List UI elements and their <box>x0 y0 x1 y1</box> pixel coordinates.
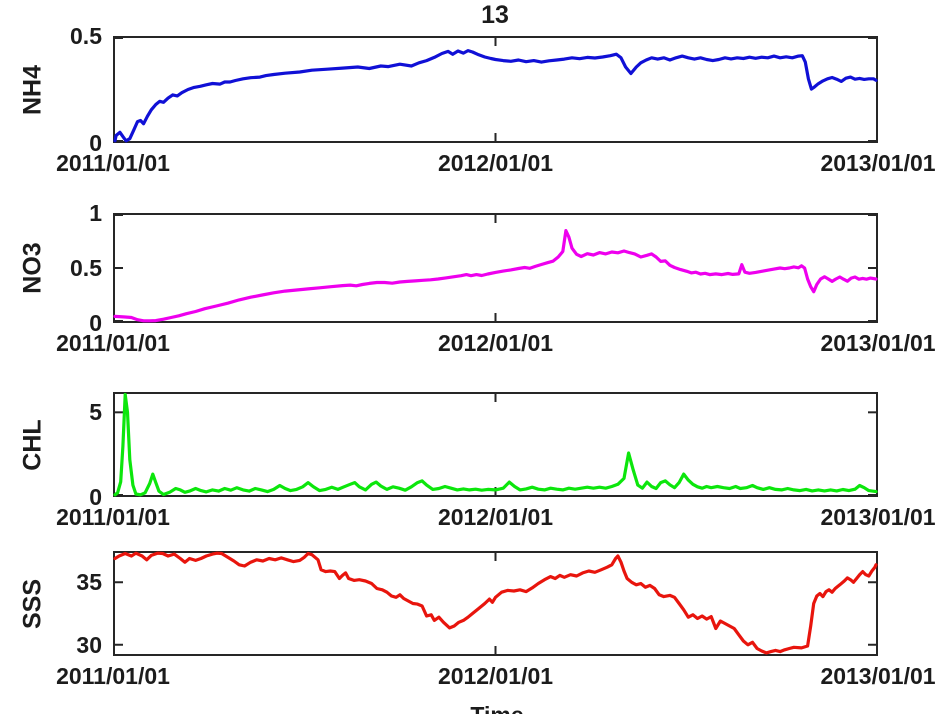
axes-box-nh4 <box>113 36 878 143</box>
series-line-nh4 <box>113 49 878 143</box>
figure-title: 13 <box>481 1 509 29</box>
x-tick-label-chl-2: 2013/01/01 <box>820 504 936 530</box>
x-tick-label-chl-1: 2012/01/01 <box>437 504 554 530</box>
x-tick-label-nh4-1: 2012/01/01 <box>437 150 554 176</box>
plot-area-sss <box>113 551 878 656</box>
y-tick-label-chl-0: 0 <box>89 484 102 510</box>
y-tick-label-no3-1: 1 <box>89 200 102 226</box>
plot-area-no3 <box>113 213 878 323</box>
x-tick-label-sss-2: 2013/01/01 <box>820 663 936 689</box>
x-tick-label-no3-2: 2013/01/01 <box>820 330 936 356</box>
x-tick-label-chl-0: 2011/01/01 <box>56 504 170 530</box>
x-tick-label-no3-1: 2012/01/01 <box>437 330 554 356</box>
x-tick-label-no3-0: 2011/01/01 <box>56 330 170 356</box>
y-tick-label-nh4-0: 0 <box>89 130 102 156</box>
series-line-no3 <box>113 229 878 323</box>
y-tick-label-nh4-0.5: 0.5 <box>70 23 102 49</box>
x-tick-label-sss-1: 2012/01/01 <box>437 663 554 689</box>
y-tick-label-chl-5: 5 <box>89 399 102 426</box>
plot-area-chl <box>113 392 878 497</box>
y-tick-label-sss-30: 30 <box>76 631 102 658</box>
y-tick-label-no3-0: 0 <box>89 310 102 336</box>
series-line-chl <box>113 392 878 497</box>
plot-area-nh4 <box>113 36 878 143</box>
axes-box-no3 <box>113 213 878 323</box>
y-axis-label-nh4: NH4 <box>18 64 47 115</box>
series-line-sss <box>113 551 878 655</box>
axes-box-chl <box>113 392 878 497</box>
y-tick-label-no3-0.5: 0.5 <box>70 255 102 281</box>
x-axis-label: Time <box>470 702 523 714</box>
y-axis-label-chl: CHL <box>18 418 47 471</box>
y-tick-label-sss-35: 35 <box>76 569 102 596</box>
x-tick-label-nh4-0: 2011/01/01 <box>56 150 170 176</box>
axes-box-sss <box>113 551 878 656</box>
x-tick-label-sss-0: 2011/01/01 <box>56 663 170 689</box>
x-tick-label-nh4-2: 2013/01/01 <box>820 150 936 176</box>
